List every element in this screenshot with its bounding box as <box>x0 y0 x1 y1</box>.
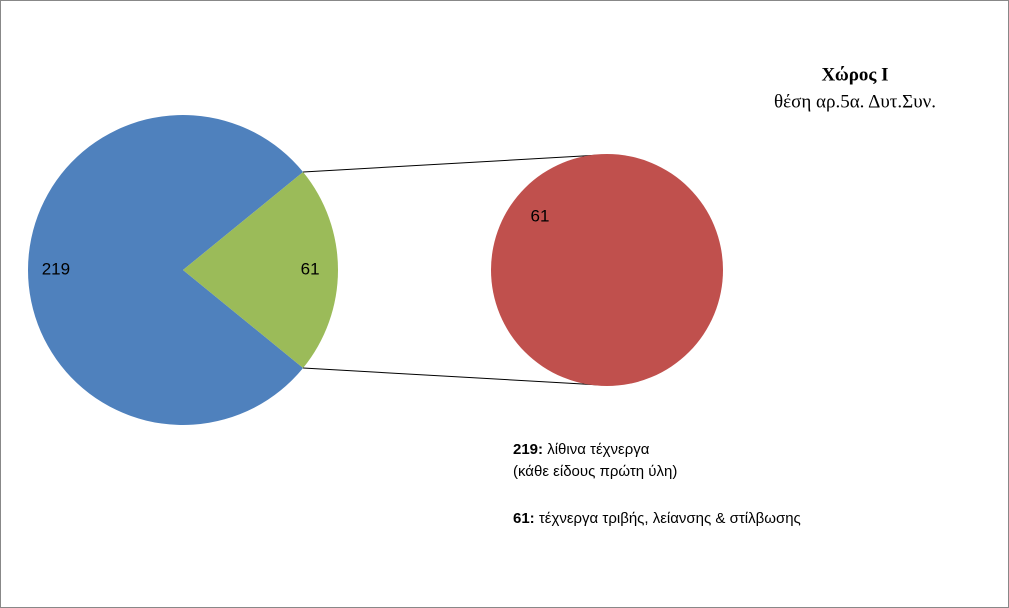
data-label: 219 <box>42 259 70 278</box>
annotation: (κάθε είδους πρώτη ύλη) <box>513 463 677 480</box>
pie-slice <box>28 114 304 426</box>
data-label: 61 <box>301 259 320 278</box>
chart-title: Χώρος Ι <box>821 64 888 85</box>
annotation-text: (κάθε είδους πρώτη ύλη) <box>513 463 677 480</box>
connector-line <box>303 367 601 386</box>
annotation-key: 219: <box>513 441 543 458</box>
pie-slice <box>183 172 338 368</box>
data-label: 61 <box>531 206 550 225</box>
annotation: 61: τέχνεργα τριβής, λείανσης & στίλβωση… <box>513 510 801 527</box>
annotation-text: λίθινα τέχνεργα <box>543 441 650 458</box>
annotation: 219: λίθινα τέχνεργα <box>513 441 650 458</box>
chart-subtitle: θέση αρ.5α. Δυτ.Συν. <box>774 91 936 112</box>
annotation-key: 61: <box>513 510 535 527</box>
connector-line <box>303 154 601 173</box>
annotation-text: τέχνεργα τριβής, λείανσης & στίλβωσης <box>535 510 801 527</box>
secondary-pie-slice <box>491 154 723 386</box>
